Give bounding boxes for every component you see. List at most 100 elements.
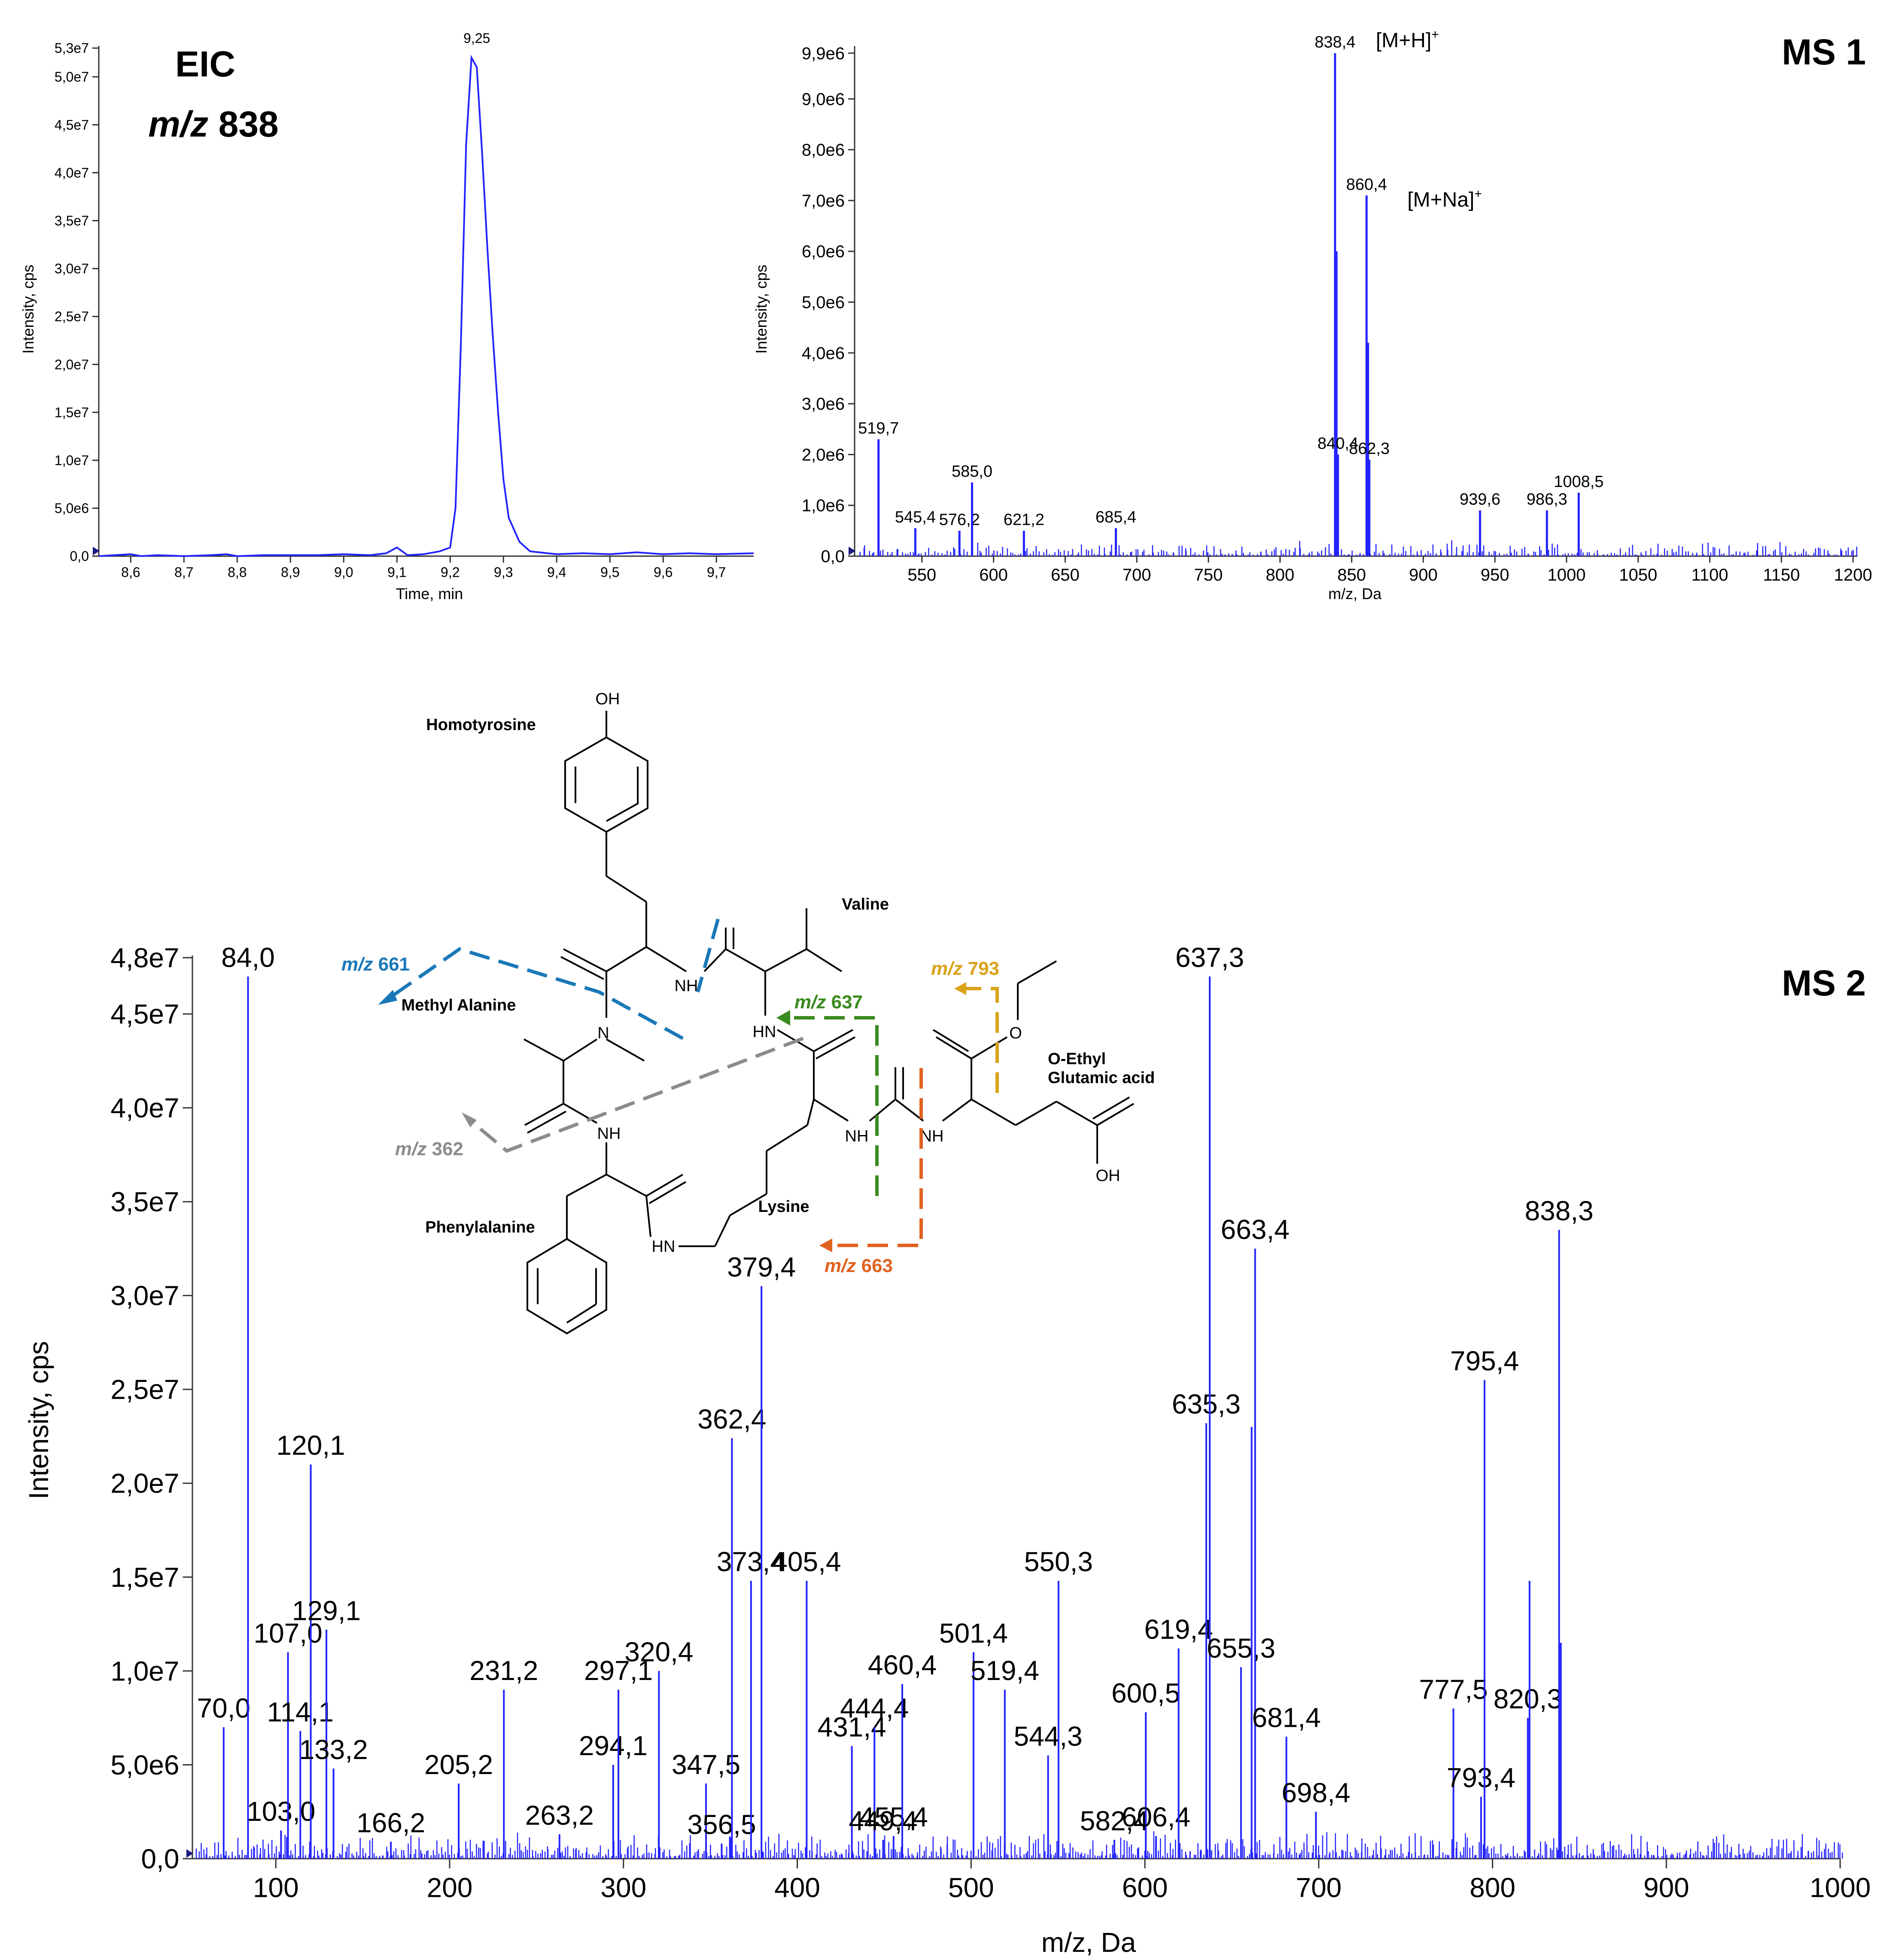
ms2-peak-label: 294,1 <box>579 1730 648 1761</box>
ms2-peak-label: 444,4 <box>840 1693 909 1724</box>
ms1-y-tick-label: 5,0e6 <box>802 293 845 312</box>
ms1-x-tick-label: 1200 <box>1834 566 1872 584</box>
ms2-peak-label: 297,1 <box>584 1655 653 1686</box>
ms2-y-tick-label: 4,8e7 <box>110 942 179 973</box>
fragment-label-793: m/z 793 <box>931 958 999 979</box>
ms1-peak-label: 838,4 <box>1315 33 1355 52</box>
ms2-peak-label: 544,3 <box>1013 1721 1082 1752</box>
ms1-x-tick-label: 1150 <box>1763 566 1800 584</box>
ms1-peak-label: 860,4 <box>1346 176 1387 194</box>
eic-x-tick-label: 9,2 <box>441 565 460 580</box>
ms2-peak-label: 70,0 <box>197 1693 251 1724</box>
eic-y-tick-label: 3,0e7 <box>55 261 89 277</box>
ms1-y-tick-label: 1,0e6 <box>802 496 845 515</box>
ms1-peak-label: 939,6 <box>1460 490 1500 508</box>
ms2-peak-label: 231,2 <box>469 1655 538 1686</box>
atom-nh-3: NH <box>845 1127 869 1145</box>
ms2-peak-label: 449,4 <box>849 1805 917 1836</box>
ms2-peak-label: 263,2 <box>525 1800 594 1831</box>
ms1-peak-label: 862,3 <box>1349 440 1390 458</box>
ms2-peak-label: 114,1 <box>267 1696 334 1727</box>
ms2-peak-label: 655,3 <box>1207 1633 1275 1664</box>
arrow-663 <box>819 1239 832 1252</box>
fragment-label-362: m/z 362 <box>395 1138 463 1160</box>
ms1-x-tick-label: 850 <box>1337 566 1366 584</box>
ms2-x-tick-label: 400 <box>774 1872 820 1903</box>
ms2-peak-label: 362,4 <box>697 1404 766 1435</box>
label-o-ethyl: O-Ethyl <box>1048 1050 1106 1068</box>
eic-x-tick-label: 9,4 <box>547 565 566 580</box>
eic-x-tick-label: 9,7 <box>707 565 726 580</box>
eic-y-label: Intensity, cps <box>19 265 37 353</box>
ms1-x-tick-label: 650 <box>1051 566 1080 584</box>
ms1-y-tick-label: 8,0e6 <box>802 141 845 160</box>
ms1-peak-label: 840,4 <box>1318 435 1358 453</box>
atom-hn-1: HN <box>753 1023 776 1041</box>
eic-baseline-marker <box>93 547 100 555</box>
fragment-label-663: m/z 663 <box>825 1255 893 1276</box>
eic-y-tick-label: 3,5e7 <box>55 213 89 228</box>
eic-title: EIC <box>175 44 235 84</box>
ms2-peak-label: 84,0 <box>221 942 275 973</box>
ms2-noise-baseline <box>195 1831 1843 1859</box>
ms2-peak-label: 793,4 <box>1447 1762 1516 1793</box>
atom-oh-bottom: OH <box>1096 1167 1120 1185</box>
ms2-peak-label: 777,5 <box>1419 1674 1488 1705</box>
ms2-chart: 100 200 300 400 500 600 700 800 900 1000 0,0 5,0e6 1… <box>23 942 1871 1958</box>
eic-y-tick-label: 0,0 <box>70 548 89 564</box>
ms2-title: MS 2 <box>1782 963 1866 1003</box>
ms2-peak-label: 550,3 <box>1024 1546 1093 1577</box>
eic-y-tick-label: 2,5e7 <box>55 309 89 324</box>
ms2-peak-label: 166,2 <box>356 1807 425 1838</box>
ms1-x-tick-label: 800 <box>1266 566 1294 584</box>
eic-x-tick-label: 9,6 <box>654 565 673 580</box>
ms2-peak-label: 205,2 <box>424 1749 493 1780</box>
ms2-y-tick-label: 1,0e7 <box>110 1656 179 1686</box>
ms1-title: MS 1 <box>1782 32 1866 72</box>
ms2-y-tick-label: 3,0e7 <box>110 1280 179 1311</box>
ms2-baseline-marker <box>186 1849 193 1858</box>
ms2-peak-label: 838,3 <box>1525 1195 1593 1226</box>
peptide-structure <box>523 711 1135 1335</box>
eic-y-tick-label: 5,0e6 <box>55 501 89 516</box>
ms2-x-tick-label: 100 <box>253 1872 299 1903</box>
ms2-peak-label: 405,4 <box>772 1546 841 1577</box>
atom-nh-1: NH <box>675 977 698 995</box>
ms1-y-tick-label: 9,9e6 <box>802 44 845 63</box>
ms2-x-tick-label: 700 <box>1296 1872 1342 1903</box>
ms2-peak-label: 582,4 <box>1080 1805 1149 1836</box>
eic-x-tick-label: 8,8 <box>228 565 247 580</box>
ms2-peak-label: 379,4 <box>727 1251 796 1282</box>
ms1-y-label: Intensity, cps <box>752 265 770 353</box>
cut-line-661 <box>387 947 684 1040</box>
ms1-y-tick-label: 6,0e6 <box>802 242 845 261</box>
eic-subtitle: m/z 838 <box>148 104 279 144</box>
eic-x-tick-label: 9,3 <box>494 565 513 580</box>
label-methyl-alanine: Methyl Alanine <box>402 996 516 1014</box>
ms1-peak-label: 545,4 <box>895 508 936 527</box>
ms2-peak-label: 133,2 <box>299 1734 368 1765</box>
fragment-labels: m/z 661 m/z 637 m/z 793 m/z 362 m/z 663 <box>341 954 999 1276</box>
phenylalanine-ring <box>526 1238 607 1335</box>
ms2-peak-label: 455,4 <box>859 1802 928 1832</box>
ms2-peak-label: 635,3 <box>1172 1389 1241 1420</box>
ms1-peak-label: 1008,5 <box>1554 473 1604 491</box>
arrow-661 <box>378 990 397 1005</box>
ms2-peak-label: 681,4 <box>1252 1702 1321 1733</box>
eic-x-label: Time, min <box>396 585 463 603</box>
label-phenylalanine: Phenylalanine <box>425 1218 535 1236</box>
ms2-x-label: m/z, Da <box>1041 1927 1136 1958</box>
label-valine: Valine <box>842 895 889 913</box>
ms1-x-tick-label: 1000 <box>1547 566 1586 584</box>
ms2-y-tick-label: 3,5e7 <box>110 1187 179 1217</box>
eic-y-tick-label: 1,0e7 <box>55 453 89 468</box>
ms2-peak-label: 120,1 <box>277 1430 345 1461</box>
eic-x-tick-label: 8,9 <box>281 565 300 580</box>
ms2-peak-label: 698,4 <box>1281 1777 1350 1808</box>
ms1-ion-annotation: [M+Na]+ <box>1407 187 1482 211</box>
ms2-peak-label: 501,4 <box>939 1618 1008 1649</box>
eic-x-tick-label: 9,0 <box>334 565 353 580</box>
ms1-y-tick-label: 9,0e6 <box>802 90 845 109</box>
ms2-peak-label: 795,4 <box>1450 1345 1519 1376</box>
